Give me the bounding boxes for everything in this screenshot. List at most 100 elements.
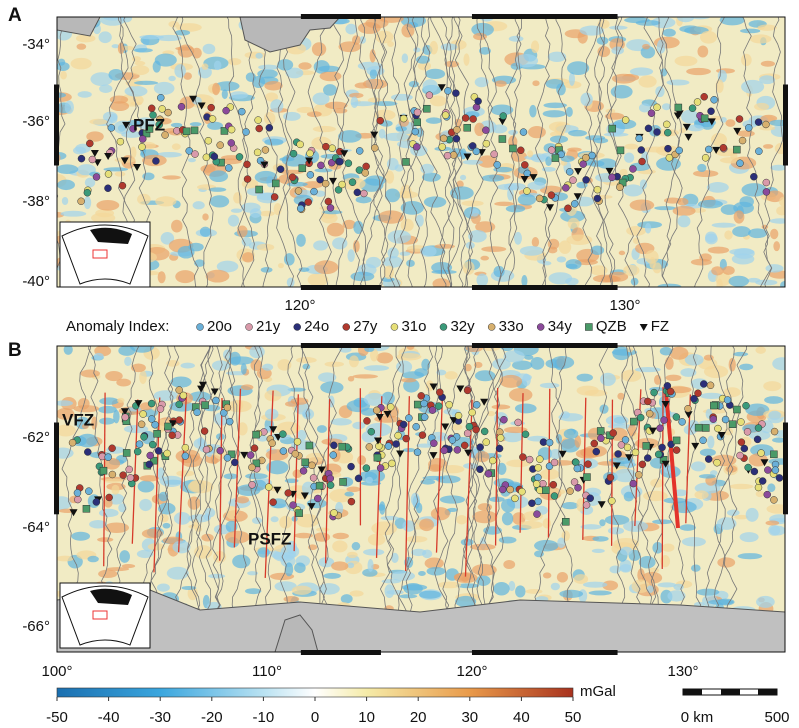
gravity-texture <box>111 485 119 495</box>
gravity-texture <box>557 256 566 262</box>
gravity-texture <box>776 206 787 215</box>
anomaly-pick <box>454 446 461 453</box>
gravity-texture <box>725 119 735 127</box>
anomaly-pick <box>664 145 671 152</box>
gravity-texture <box>314 532 330 541</box>
legend-label: 33o <box>499 318 524 335</box>
gravity-texture <box>333 533 349 539</box>
gravity-texture <box>476 273 488 286</box>
gravity-texture <box>314 168 332 172</box>
gravity-texture <box>761 61 775 67</box>
gravity-texture <box>139 499 152 511</box>
anomaly-pick <box>453 135 460 142</box>
gravity-texture <box>323 84 337 96</box>
gravity-texture <box>264 81 282 91</box>
anomaly-pick <box>645 125 652 132</box>
gravity-texture <box>456 515 467 524</box>
lat-label: -34° <box>22 36 50 53</box>
frame-bar <box>54 423 59 515</box>
anomaly-pick <box>729 421 736 428</box>
gravity-texture <box>754 103 769 111</box>
gravity-texture <box>370 69 377 79</box>
colorbar-label: -50 <box>46 709 68 726</box>
gravity-texture <box>406 260 415 267</box>
gravity-texture <box>352 422 365 429</box>
gravity-texture <box>654 206 676 210</box>
gravity-texture <box>577 374 593 382</box>
anomaly-pick <box>127 474 134 481</box>
gravity-texture <box>592 549 605 553</box>
anomaly-pick <box>755 424 762 431</box>
anomaly-pick <box>551 493 558 500</box>
anomaly-pick <box>499 136 506 143</box>
gravity-texture <box>270 99 283 112</box>
anomaly-pick <box>253 431 260 438</box>
anomaly-pick <box>149 441 156 448</box>
gravity-texture <box>463 53 469 65</box>
anomaly-pick <box>244 161 251 168</box>
anomaly-pick <box>770 451 777 458</box>
anomaly-pick <box>567 488 574 495</box>
gravity-texture <box>338 130 362 142</box>
gravity-texture <box>765 264 783 273</box>
gravity-texture <box>232 555 250 569</box>
gravity-texture <box>357 455 366 465</box>
frame-bar <box>783 423 788 515</box>
anomaly-pick <box>485 470 492 477</box>
anomaly-pick <box>724 396 731 403</box>
anomaly-pick <box>106 494 113 501</box>
frame-bar <box>472 650 618 655</box>
gravity-texture <box>694 490 708 499</box>
anomaly-pick <box>496 445 503 452</box>
legend-title: Anomaly Index: <box>66 318 169 335</box>
lat-label: -62° <box>22 429 50 446</box>
gravity-texture <box>705 231 717 242</box>
anomaly-pick <box>534 474 541 481</box>
gravity-texture <box>262 364 273 371</box>
anomaly-pick <box>169 432 176 439</box>
gravity-texture <box>231 208 242 212</box>
anomaly-pick <box>93 498 100 505</box>
gravity-texture <box>700 31 717 44</box>
gravity-texture <box>138 481 155 493</box>
gravity-texture <box>755 347 766 354</box>
gravity-texture <box>62 197 68 205</box>
gravity-texture <box>566 107 573 117</box>
anomaly-pick <box>644 455 651 462</box>
gravity-texture <box>258 65 279 70</box>
anomaly-pick <box>123 449 130 456</box>
gravity-texture <box>559 590 583 598</box>
gravity-texture <box>502 512 513 525</box>
anomaly-pick <box>414 449 421 456</box>
anomaly-pick <box>643 442 650 449</box>
anomaly-pick <box>402 158 409 165</box>
anomaly-pick <box>464 430 471 437</box>
gravity-texture <box>580 93 592 107</box>
anomaly-pick <box>442 112 449 119</box>
legend-label: 27y <box>353 318 378 335</box>
gravity-texture <box>284 253 295 265</box>
anomaly-pick <box>483 439 490 446</box>
anomaly-pick <box>134 448 141 455</box>
gravity-texture <box>524 355 533 360</box>
gravity-texture <box>503 560 515 569</box>
gravity-texture <box>518 194 536 206</box>
anomaly-pick <box>279 431 286 438</box>
gravity-texture <box>242 252 254 262</box>
gravity-texture <box>645 250 659 264</box>
gravity-texture <box>366 257 381 268</box>
panel-label: A <box>8 5 22 26</box>
anomaly-pick <box>667 388 674 395</box>
gravity-texture <box>163 523 171 529</box>
gravity-texture <box>332 540 347 552</box>
anomaly-pick <box>629 165 636 172</box>
anomaly-pick <box>337 158 344 165</box>
gravity-texture <box>236 496 249 503</box>
lat-label: -40° <box>22 273 50 290</box>
legend-symbol <box>343 324 350 331</box>
anomaly-pick <box>295 187 302 194</box>
scale-bar <box>683 689 777 695</box>
gravity-texture <box>504 350 525 362</box>
gravity-texture <box>526 589 543 594</box>
gravity-texture <box>99 418 114 425</box>
